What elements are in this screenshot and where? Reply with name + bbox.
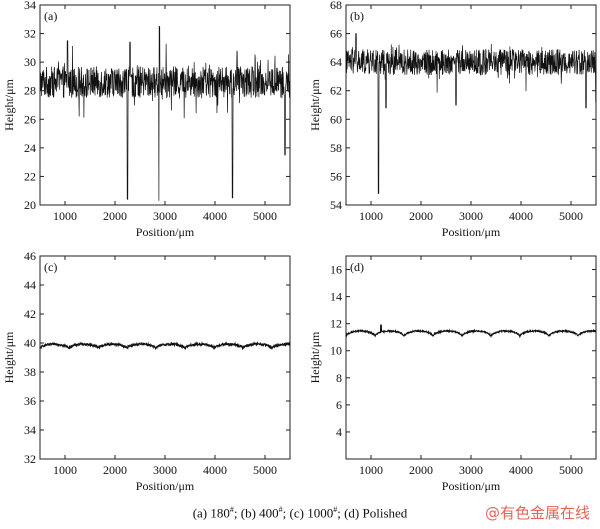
y-tick-label: 42 — [24, 307, 36, 321]
x-tick-label: 3000 — [153, 463, 177, 477]
x-tick-label: 4000 — [203, 209, 227, 223]
y-axis-label: Height/μm — [308, 331, 322, 383]
y-tick-label: 24 — [24, 141, 36, 155]
y-tick-label: 38 — [24, 365, 36, 379]
y-tick-label: 60 — [330, 112, 342, 126]
caption-sup-b: # — [278, 505, 283, 514]
y-axis-label: Height/μm — [2, 78, 16, 130]
y-tick-label: 28 — [24, 84, 36, 98]
y-tick-label: 8 — [336, 371, 342, 385]
caption-sup-c: # — [333, 505, 338, 514]
y-tick-label: 22 — [24, 169, 36, 183]
caption-sup-a: # — [229, 505, 234, 514]
y-tick-label: 16 — [330, 263, 342, 277]
caption-a: (a) 180 — [192, 505, 230, 521]
y-tick-label: 6 — [336, 398, 342, 412]
profile-line — [345, 33, 597, 194]
panel-label: (d) — [350, 260, 364, 274]
y-axis-label: Height/μm — [2, 331, 16, 383]
y-tick-label: 14 — [330, 290, 342, 304]
figure-caption: (a) 180#; (b) 400#; (c) 1000#; (d) Polis… — [120, 505, 480, 521]
caption-c: ; (c) 1000 — [282, 505, 334, 521]
y-tick-label: 66 — [330, 27, 342, 41]
y-tick-label: 30 — [24, 55, 36, 69]
y-tick-label: 54 — [330, 198, 342, 212]
y-tick-label: 32 — [24, 27, 36, 41]
x-tick-label: 2000 — [103, 463, 127, 477]
y-tick-label: 20 — [24, 198, 36, 212]
x-tick-label: 4000 — [509, 463, 533, 477]
y-tick-label: 34 — [24, 0, 36, 12]
y-axis-label: Height/μm — [308, 78, 322, 130]
panel-label: (a) — [44, 9, 57, 23]
x-tick-label: 1000 — [359, 209, 383, 223]
plot-frame — [39, 4, 291, 206]
x-tick-label: 1000 — [53, 209, 77, 223]
profile-line — [39, 341, 291, 351]
x-tick-label: 4000 — [509, 209, 533, 223]
x-tick-label: 5000 — [559, 209, 583, 223]
x-tick-label: 2000 — [409, 463, 433, 477]
x-axis-label: Position/μm — [442, 225, 501, 239]
y-tick-label: 36 — [24, 394, 36, 408]
y-tick-label: 10 — [330, 344, 342, 358]
x-tick-label: 5000 — [253, 209, 277, 223]
x-axis-label: Position/μm — [136, 225, 195, 239]
x-tick-label: 3000 — [153, 209, 177, 223]
y-tick-label: 34 — [24, 423, 36, 437]
caption-d: ; (d) Polished — [337, 505, 408, 521]
y-tick-label: 12 — [330, 317, 342, 331]
profile-line — [39, 26, 291, 201]
y-tick-label: 40 — [24, 336, 36, 350]
panel-label: (c) — [44, 260, 57, 274]
x-tick-label: 4000 — [203, 463, 227, 477]
x-tick-label: 1000 — [359, 463, 383, 477]
y-tick-label: 4 — [336, 425, 342, 439]
plot-frame — [39, 255, 291, 460]
y-tick-label: 58 — [330, 141, 342, 155]
caption-b: ; (b) 400 — [233, 505, 279, 521]
plot-frame — [345, 255, 597, 460]
y-tick-label: 56 — [330, 169, 342, 183]
y-tick-label: 44 — [24, 278, 36, 292]
y-tick-label: 68 — [330, 0, 342, 12]
y-tick-label: 26 — [24, 112, 36, 126]
x-axis-label: Position/μm — [136, 479, 195, 493]
x-tick-label: 3000 — [459, 209, 483, 223]
plot-frame — [345, 4, 597, 206]
x-tick-label: 5000 — [559, 463, 583, 477]
y-tick-label: 64 — [330, 55, 342, 69]
x-tick-label: 2000 — [103, 209, 127, 223]
x-tick-label: 3000 — [459, 463, 483, 477]
x-tick-label: 1000 — [53, 463, 77, 477]
x-tick-label: 2000 — [409, 209, 433, 223]
x-tick-label: 5000 — [253, 463, 277, 477]
watermark: @有色金属在线 — [484, 504, 590, 522]
y-tick-label: 62 — [330, 84, 342, 98]
y-tick-label: 46 — [24, 249, 36, 263]
x-axis-label: Position/μm — [442, 479, 501, 493]
y-tick-label: 32 — [24, 452, 36, 466]
profile-line — [345, 324, 597, 339]
panel-label: (b) — [350, 9, 364, 23]
